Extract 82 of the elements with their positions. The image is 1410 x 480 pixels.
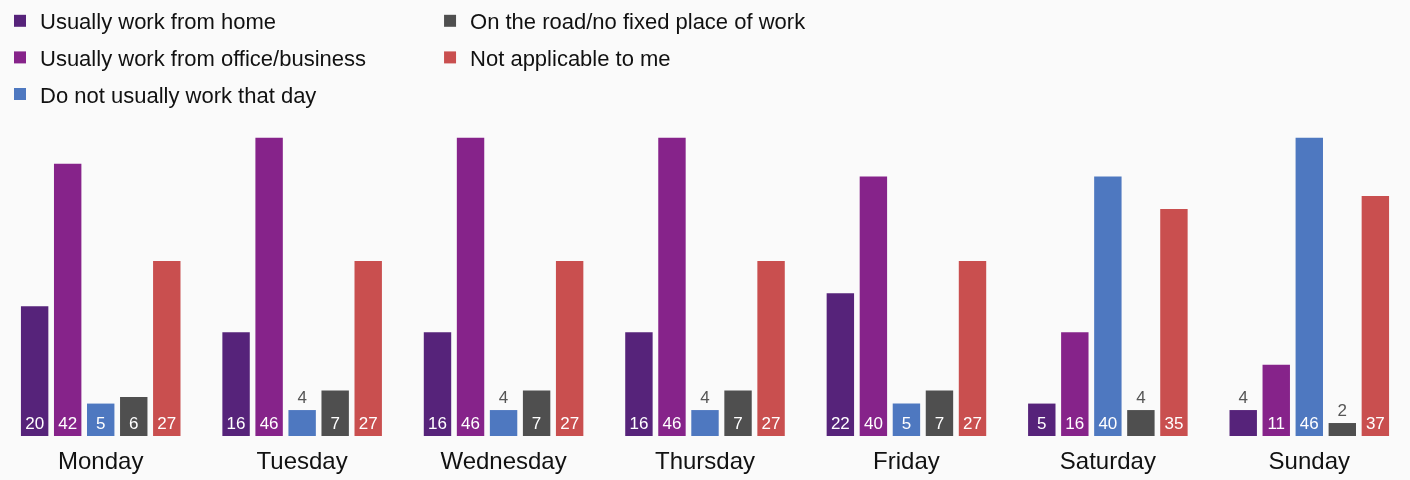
bar — [120, 397, 148, 436]
data-label: 46 — [259, 414, 279, 433]
bar — [1328, 423, 1357, 436]
legend-label: On the road/no fixed place of work — [470, 9, 807, 35]
data-label: 16 — [629, 414, 649, 433]
data-label: 46 — [461, 414, 480, 433]
bar — [321, 390, 349, 436]
data-label: 2 — [1337, 401, 1348, 421]
bar — [691, 410, 719, 436]
bar — [658, 137, 686, 436]
data-label: 27 — [963, 414, 982, 433]
bar — [1160, 209, 1188, 436]
data-label: 40 — [1098, 414, 1118, 433]
legend-label: Not applicable to me — [470, 45, 671, 71]
data-label: 37 — [1365, 414, 1385, 433]
data-label: 4 — [700, 388, 710, 408]
x-tick-label: Sunday — [1268, 447, 1350, 474]
data-label: 27 — [157, 414, 177, 433]
data-label: 42 — [58, 414, 78, 433]
data-label: 16 — [428, 414, 447, 433]
data-label: 4 — [1136, 388, 1146, 408]
x-tick-label: Thursday — [654, 447, 756, 474]
data-label: 22 — [830, 414, 850, 433]
bar — [1262, 364, 1290, 436]
legend-label: Do not usually work that day — [40, 82, 317, 108]
data-label: 4 — [498, 388, 509, 408]
data-label: 7 — [733, 414, 743, 433]
bar — [87, 403, 115, 436]
data-label: 16 — [226, 414, 246, 433]
bar — [1028, 403, 1056, 436]
data-label: 35 — [1164, 414, 1184, 433]
data-label: 16 — [1065, 414, 1085, 433]
bar — [153, 260, 181, 436]
bar — [1127, 410, 1155, 436]
bar — [892, 403, 921, 436]
bar — [255, 137, 283, 436]
bar — [757, 260, 785, 436]
x-tick-label: Monday — [58, 447, 144, 474]
bar — [724, 390, 752, 436]
bar — [522, 390, 551, 436]
bar — [53, 163, 82, 436]
x-tick-label: Friday — [873, 447, 940, 474]
bar — [1295, 137, 1323, 436]
bar — [859, 176, 888, 436]
bar — [288, 410, 316, 436]
data-label: 5 — [901, 414, 912, 433]
data-label: 4 — [297, 388, 307, 408]
bar — [1094, 176, 1122, 436]
data-label: 7 — [531, 414, 542, 433]
data-label: 46 — [662, 414, 682, 433]
data-label: 27 — [560, 414, 580, 433]
x-tick-label: Wednesday — [440, 447, 567, 474]
data-label: 5 — [1037, 414, 1047, 433]
data-label: 7 — [330, 414, 340, 433]
bar — [958, 260, 987, 436]
bar — [1229, 410, 1257, 436]
data-label: 27 — [358, 414, 378, 433]
bar — [456, 137, 485, 436]
data-label: 6 — [129, 414, 139, 433]
x-tick-label: Saturday — [1059, 447, 1156, 474]
bar — [925, 390, 954, 436]
data-label: 20 — [25, 414, 45, 433]
bar — [625, 332, 653, 436]
data-label: 4 — [1238, 388, 1248, 408]
data-label: 27 — [761, 414, 781, 433]
bar — [222, 332, 250, 436]
bar — [354, 260, 382, 436]
bar — [1061, 332, 1089, 436]
legend-label: Usually work from home — [40, 9, 276, 35]
bar — [555, 260, 584, 436]
data-label: 7 — [934, 414, 945, 433]
data-label: 11 — [1267, 414, 1286, 433]
x-tick-label: Tuesday — [256, 447, 348, 474]
bar — [423, 332, 452, 436]
legend-label: Usually work from office/business — [40, 45, 367, 71]
bar — [20, 306, 49, 436]
bar — [1361, 196, 1390, 436]
bar — [489, 410, 518, 436]
bar — [826, 293, 855, 436]
data-label: 40 — [863, 414, 883, 433]
data-label: 46 — [1299, 414, 1319, 433]
data-label: 5 — [95, 414, 106, 433]
